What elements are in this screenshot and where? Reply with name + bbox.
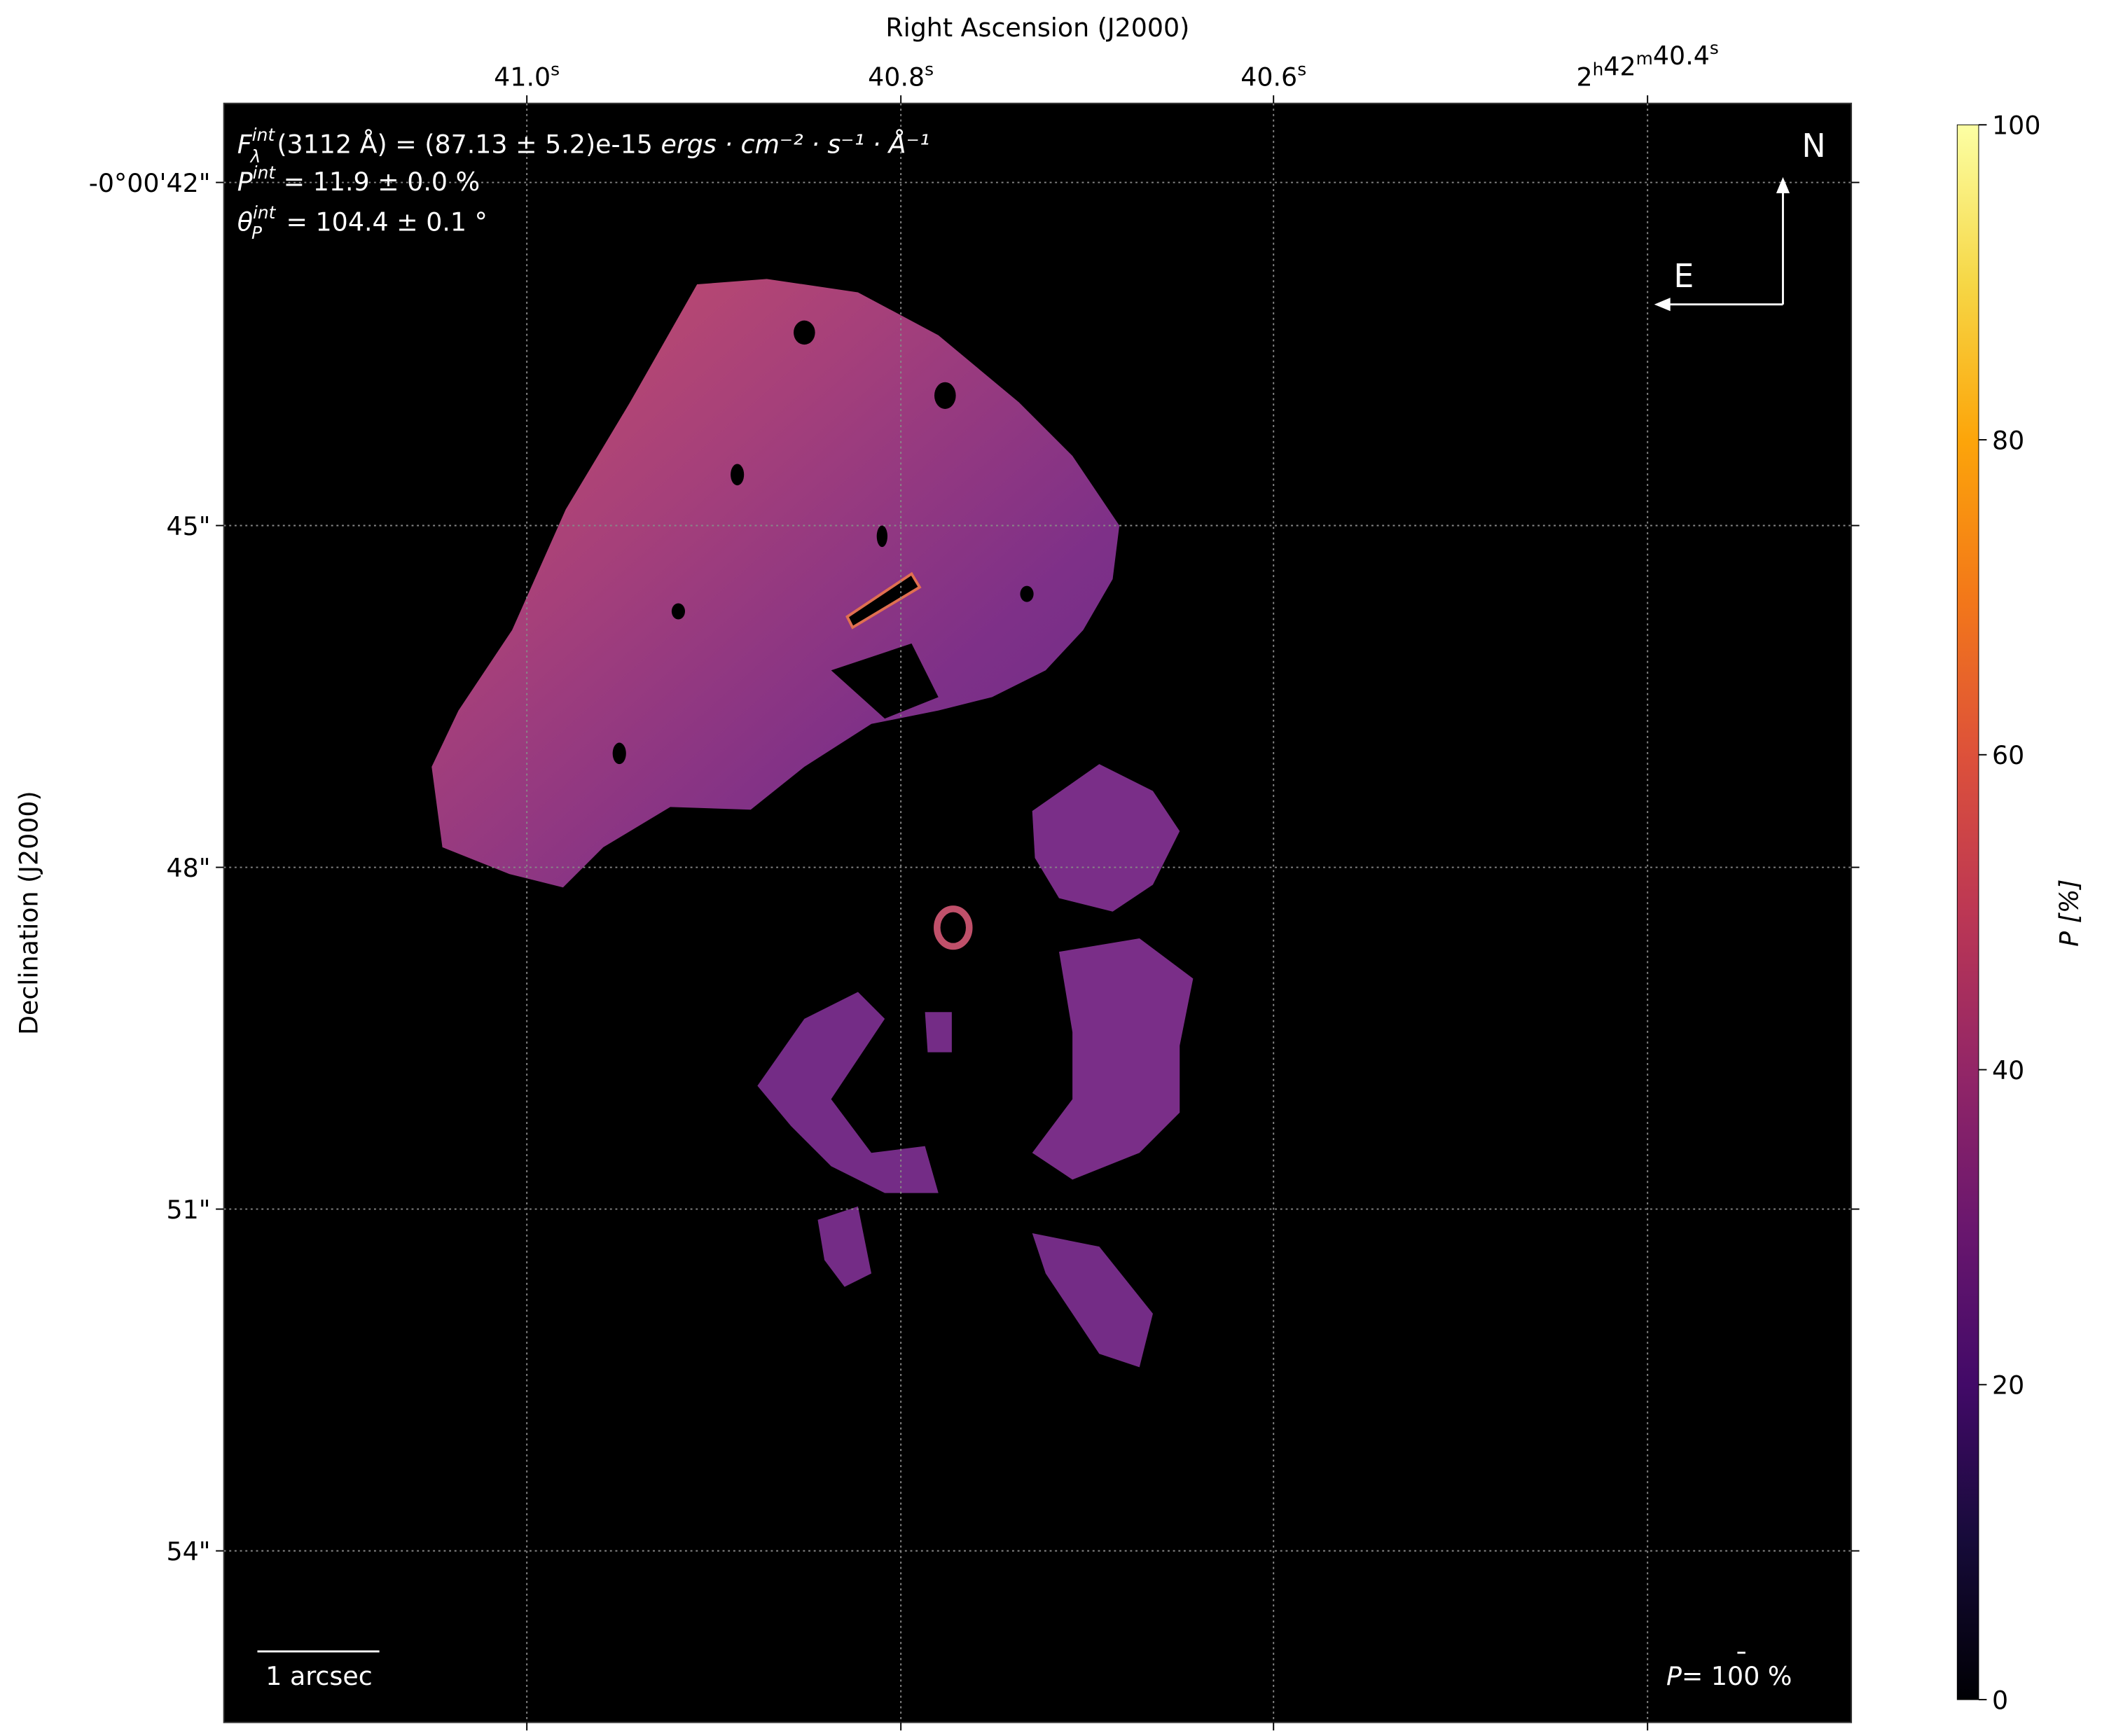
y-tick-label: 45" (166, 511, 210, 541)
hole (1020, 585, 1034, 602)
y-tick-label: 48" (166, 853, 210, 883)
hole (612, 742, 626, 765)
x-tick-label: 40.6s (1240, 59, 1306, 92)
main-emission-blob (431, 279, 1120, 888)
annotation-flux: Fint λ (3112 Å) = (87.13 ± 5.2)e-15 ergs ·… (237, 125, 930, 167)
colorbar-tick-label: 0 (1992, 1685, 2008, 1715)
scalebar-label: 1 arcsec (265, 1661, 372, 1691)
emission-region (431, 279, 1194, 1368)
hole (831, 643, 939, 719)
plot-area (223, 102, 1853, 1723)
compass: N E (1654, 127, 1826, 312)
colorbar-tick-label: 20 (1992, 1370, 2024, 1401)
svg-text:P= 100 %: P= 100 % (1666, 1661, 1792, 1691)
colorbar-tick-label: 80 (1992, 425, 2024, 455)
emission-ring (934, 905, 973, 950)
x-axis-label: Right Ascension (J2000) (885, 13, 1189, 43)
emission-patch (925, 1012, 952, 1053)
emission-patch (1032, 938, 1194, 1180)
y-tick-label: 54" (166, 1536, 210, 1567)
y-tick-label: 51" (166, 1195, 210, 1225)
colorbar (1956, 124, 1979, 1700)
emission-patch (757, 992, 939, 1193)
vector-scale: P= 100 % (1666, 1651, 1792, 1691)
east-arrow-head (1654, 298, 1671, 312)
hole (731, 464, 745, 486)
hole (934, 382, 956, 409)
emission-patch (1032, 764, 1180, 912)
scalebar: 1 arcsec (257, 1650, 380, 1691)
y-axis-label: Declination (J2000) (14, 791, 44, 1035)
svg-text:Pint = 11.9 ± 0.0 %: Pint = 11.9 ± 0.0 % (237, 162, 480, 197)
hole (876, 525, 888, 548)
hole (794, 320, 815, 345)
x-tick-label: 2h42m40.4s (1577, 38, 1719, 92)
annotation-angle: θint P = 104.4 ± 0.1 ° (237, 202, 488, 243)
colorbar-tick-label: 60 (1992, 740, 2024, 770)
y-tick-label: -0°00'42" (89, 168, 211, 198)
x-tick-label: 41.0s (494, 59, 560, 92)
colorbar-tick-label: 100 (1992, 111, 2040, 141)
east-label: E (1673, 257, 1694, 295)
colorbar-tick-label: 40 (1992, 1055, 2024, 1085)
north-arrow-head (1776, 176, 1790, 193)
north-label: N (1802, 127, 1825, 165)
x-tick-label: 40.8s (868, 59, 934, 92)
grid-lines (223, 103, 1852, 1723)
hole (671, 603, 686, 620)
colorbar-label: P [%] (2054, 879, 2084, 946)
emission-patch (817, 1206, 872, 1287)
emission-patch (1032, 1233, 1153, 1368)
annotation-polarization: Pint = 11.9 ± 0.0 % (237, 162, 480, 197)
